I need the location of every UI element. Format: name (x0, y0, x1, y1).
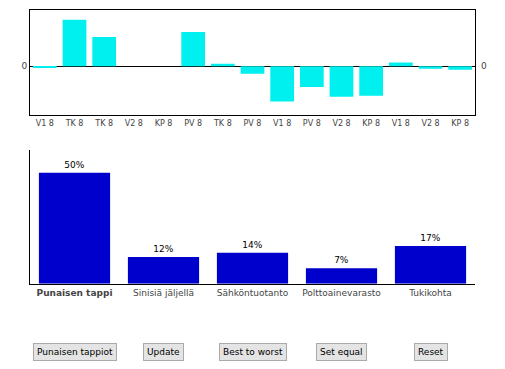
svg-text:V1 8: V1 8 (392, 119, 410, 128)
svg-text:Best to worst: Best to worst (223, 347, 283, 357)
svg-text:12%: 12% (153, 244, 173, 254)
svg-text:Reset: Reset (418, 347, 444, 357)
svg-text:V2 8: V2 8 (332, 119, 350, 128)
svg-text:Sähköntuotanto: Sähköntuotanto (217, 288, 289, 298)
svg-text:Update: Update (147, 347, 180, 357)
svg-text:V2 8: V2 8 (421, 119, 439, 128)
svg-text:50%: 50% (64, 160, 84, 170)
svg-text:Set equal: Set equal (320, 347, 363, 357)
svg-text:KP 8: KP 8 (155, 119, 173, 128)
svg-text:TK 8: TK 8 (213, 119, 232, 128)
svg-text:17%: 17% (420, 233, 440, 243)
svg-text:0: 0 (21, 61, 27, 71)
svg-text:7%: 7% (334, 255, 349, 265)
svg-text:Punaisen tappiot: Punaisen tappiot (37, 347, 113, 357)
svg-text:TK 8: TK 8 (94, 119, 113, 128)
svg-text:KP 8: KP 8 (451, 119, 469, 128)
svg-text:KP 8: KP 8 (362, 119, 380, 128)
svg-text:Punaisen tappi: Punaisen tappi (37, 288, 113, 298)
svg-text:14%: 14% (242, 240, 262, 250)
svg-text:PV 8: PV 8 (244, 119, 262, 128)
svg-text:TK 8: TK 8 (65, 119, 84, 128)
svg-text:V1 8: V1 8 (273, 119, 291, 128)
svg-text:PV 8: PV 8 (303, 119, 321, 128)
svg-text:V1 8: V1 8 (36, 119, 54, 128)
svg-text:V2 8: V2 8 (125, 119, 143, 128)
svg-text:PV 8: PV 8 (184, 119, 202, 128)
svg-text:Sinisiä jäljellä: Sinisiä jäljellä (133, 288, 194, 298)
svg-text:Tukikohta: Tukikohta (408, 288, 452, 298)
svg-text:0: 0 (481, 61, 487, 71)
svg-text:Polttoainevarasto: Polttoainevarasto (302, 288, 381, 298)
